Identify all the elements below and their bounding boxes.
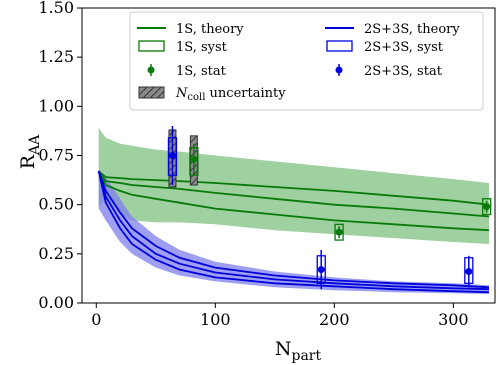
y-tick-label-0: 0.00: [38, 293, 74, 312]
y-tick-label-4: 1.00: [38, 96, 74, 115]
syst-box-1s-2: [482, 198, 492, 216]
legend-label-1s-theory: 1S, theory: [176, 22, 244, 37]
data-point-1s-2: [483, 203, 491, 211]
theory-line-2s3s-2: [97, 171, 490, 294]
legend-marker-1s-syst: [138, 40, 165, 52]
axes: 0 100 200 300 0.00 0.25 0.50 0.75 1.00 1.25 1.50: [38, 0, 496, 329]
y-tick-label-2: 0.50: [38, 195, 74, 214]
legend-label-2s3s-stat: 2S+3S, stat: [364, 64, 443, 79]
legend-marker-2s3s-stat-dot: [335, 66, 343, 74]
legend-label-ncoll-main: N: [175, 86, 188, 101]
data-point-1s-0: [190, 155, 198, 163]
x-tick-label-3: 300: [438, 310, 469, 329]
legend-label-1s-stat: 1S, stat: [176, 64, 227, 79]
legend-marker-2s3s-syst: [326, 40, 353, 52]
data-point-2s3s-2: [465, 268, 473, 276]
legend-label-ncoll: Ncoll uncertainty: [175, 86, 286, 103]
y-tick-label-6: 1.50: [38, 0, 74, 17]
x-tick-label-1: 100: [200, 310, 231, 329]
x-axis-label-main: N: [275, 338, 292, 360]
y-tick-label-5: 1.25: [38, 47, 74, 66]
x-tick-label-2: 200: [319, 310, 350, 329]
x-axis-label-sub: part: [291, 348, 321, 364]
data-point-2s3s-1: [317, 266, 325, 274]
data-point-1s-1: [335, 228, 343, 236]
y-axis-label-main: R: [17, 154, 39, 169]
x-tick-label-0: 0: [91, 310, 101, 329]
legend-label-2s3s-syst: 2S+3S, syst: [364, 40, 444, 55]
theory-line-1s-2: [97, 170, 490, 232]
y-tick-label-3: 0.75: [38, 146, 74, 165]
legend-marker-ncoll: [138, 86, 165, 99]
legend: 1S, theory 1S, syst 1S, stat Ncoll uncer…: [129, 11, 484, 111]
theory-line-1s-1: [97, 170, 490, 218]
theory-line-2s3s-1: [97, 170, 490, 291]
legend-marker-1s-stat-dot: [147, 66, 155, 74]
legend-label-1s-syst: 1S, syst: [176, 40, 228, 55]
legend-label-ncoll-tail: uncertainty: [205, 86, 286, 101]
legend-frame: [129, 11, 484, 111]
legend-label-2s3s-theory: 2S+3S, theory: [364, 22, 460, 37]
y-axis-label: RAA: [17, 134, 43, 169]
y-tick-label-1: 0.25: [38, 244, 74, 263]
measurements: [167, 126, 492, 290]
theory-line-2s3s-0: [97, 170, 490, 289]
y-axis-label-sub: AA: [27, 134, 43, 156]
x-axis-label: Npart: [275, 338, 322, 364]
syst-box-1s-1: [334, 223, 344, 241]
legend-label-ncoll-sub: coll: [187, 92, 205, 103]
data-point-2s3s-0: [168, 152, 176, 159]
